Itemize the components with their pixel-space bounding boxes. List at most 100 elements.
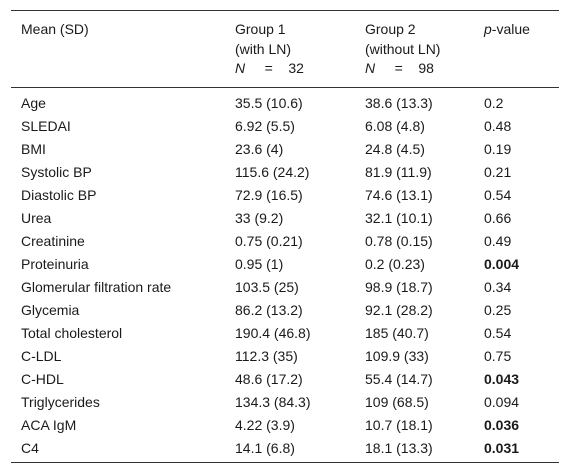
- table-row: C-HDL 48.6 (17.2) 55.4 (14.7) 0.043: [11, 368, 559, 391]
- table-row: C-LDL 112.3 (35) 109.9 (33) 0.75: [11, 345, 559, 368]
- group2-value: 6.08 (4.8): [365, 117, 425, 134]
- row-label: C-HDL: [21, 370, 64, 387]
- group1-value: 115.6 (24.2): [235, 163, 310, 180]
- row-label: C-LDL: [21, 347, 62, 364]
- group1-value: 6.92 (5.5): [235, 117, 295, 134]
- group1-value: 112.3 (35): [235, 347, 298, 364]
- group1-value: 190.4 (46.8): [235, 324, 311, 341]
- group2-value: 10.7 (18.1): [365, 416, 433, 433]
- group1-value: 33 (9.2): [235, 209, 284, 226]
- row-label: Urea: [21, 209, 52, 226]
- group2-value: 109 (68.5): [365, 393, 429, 410]
- group2-value: 185 (40.7): [365, 324, 429, 341]
- group1-value: 0.95 (1): [235, 255, 284, 272]
- pvalue: 0.19: [484, 140, 512, 157]
- data-table-container: Mean (SD) Group 1 (with LN) N = 32 Group…: [11, 10, 559, 463]
- p-symbol: p: [484, 21, 492, 37]
- header-mean-sd-label: Mean (SD): [21, 21, 89, 37]
- n-equals: =: [264, 60, 273, 76]
- group1-value: 48.6 (17.2): [235, 370, 303, 387]
- table-row: SLEDAI 6.92 (5.5) 6.08 (4.8) 0.48: [11, 115, 559, 138]
- group2-value: 0.2 (0.23): [365, 255, 425, 272]
- group2-value: 24.8 (4.5): [365, 140, 425, 157]
- header-pvalue: p-value: [474, 10, 559, 88]
- pvalue: 0.043: [484, 370, 520, 387]
- table-row: Age 35.5 (10.6) 38.6 (13.3) 0.2: [11, 87, 559, 115]
- table-row: Glomerular filtration rate 103.5 (25) 98.9…: [11, 276, 559, 299]
- pvalue: 0.54: [484, 186, 512, 203]
- group1-value: 72.9 (16.5): [235, 186, 303, 203]
- n-symbol: N: [235, 60, 246, 76]
- table-row: ACA IgM 4.22 (3.9) 10.7 (18.1) 0.036: [11, 414, 559, 437]
- header-group2: Group 2 (without LN) N = 98: [355, 10, 474, 88]
- group1-value: 0.75 (0.21): [235, 232, 303, 249]
- group1-value: 86.2 (13.2): [235, 301, 303, 318]
- pvalue: 0.21: [484, 163, 512, 180]
- table-row: Proteinuria 0.95 (1) 0.2 (0.23) 0.004: [11, 253, 559, 276]
- comparison-table: Mean (SD) Group 1 (with LN) N = 32 Group…: [11, 10, 559, 463]
- table-row: Systolic BP 115.6 (24.2) 81.9 (11.9) 0.21: [11, 161, 559, 184]
- row-label: Systolic BP: [21, 163, 92, 180]
- row-label: Total cholesterol: [21, 324, 123, 341]
- n-equals: =: [394, 60, 403, 76]
- header-group1-subtitle: (with LN): [235, 40, 292, 57]
- row-label: Creatinine: [21, 232, 85, 249]
- n-symbol: N: [365, 60, 376, 76]
- group2-value: 109.9 (33): [365, 347, 429, 364]
- table-body: Age 35.5 (10.6) 38.6 (13.3) 0.2 SLEDAI 6.92 (…: [11, 87, 559, 463]
- header-group1: Group 1 (with LN) N = 32: [225, 10, 355, 88]
- table-row: Diastolic BP 72.9 (16.5) 74.6 (13.1) 0.54: [11, 184, 559, 207]
- table-row: Glycemia 86.2 (13.2) 92.1 (28.2) 0.25: [11, 299, 559, 322]
- row-label: C4: [11, 436, 225, 463]
- pvalue: 0.25: [484, 301, 512, 318]
- table-row: Triglycerides 134.3 (84.3) 109 (68.5) 0.094: [11, 391, 559, 414]
- group2-value: 0.78 (0.15): [365, 232, 433, 249]
- group1-value: 35.5 (10.6): [235, 94, 303, 111]
- row-label: Glycemia: [21, 301, 80, 318]
- table-header: Mean (SD) Group 1 (with LN) N = 32 Group…: [11, 10, 559, 88]
- row-label: Diastolic BP: [21, 186, 97, 203]
- header-group1-title: Group 1: [235, 21, 286, 37]
- row-label: Proteinuria: [21, 255, 89, 272]
- n-value: 98: [418, 60, 434, 76]
- header-mean-sd: Mean (SD): [11, 10, 225, 88]
- group1-value: 134.3 (84.3): [235, 393, 311, 410]
- pvalue: 0.66: [484, 209, 512, 226]
- header-group2-subtitle: (without LN): [365, 40, 441, 57]
- group2-value: 81.9 (11.9): [365, 163, 432, 180]
- group2-value: 92.1 (28.2): [365, 301, 433, 318]
- row-label: Age: [21, 94, 46, 111]
- group1-value: 103.5 (25): [235, 278, 299, 295]
- pvalue: 0.75: [484, 347, 512, 364]
- pvalue: 0.48: [484, 117, 512, 134]
- group2-value: 74.6 (13.1): [365, 186, 433, 203]
- header-group1-n: N = 32: [235, 59, 355, 79]
- pvalue: 0.34: [484, 278, 512, 295]
- table-row: Total cholesterol 190.4 (46.8) 185 (40.7) 0…: [11, 322, 559, 345]
- pvalue: 0.031: [474, 436, 559, 463]
- group2-value: 18.1 (13.3): [355, 436, 474, 463]
- n-value: 32: [288, 60, 304, 76]
- group2-value: 55.4 (14.7): [365, 370, 433, 387]
- pvalue: 0.036: [484, 416, 520, 433]
- pvalue-suffix: -value: [491, 21, 530, 37]
- table-row: C4 14.1 (6.8) 18.1 (13.3) 0.031: [11, 436, 559, 463]
- table-row: Urea 33 (9.2) 32.1 (10.1) 0.66: [11, 207, 559, 230]
- pvalue: 0.54: [484, 324, 512, 341]
- header-group2-title: Group 2: [365, 21, 416, 37]
- table-row: Creatinine 0.75 (0.21) 0.78 (0.15) 0.49: [11, 230, 559, 253]
- header-group2-n: N = 98: [365, 59, 474, 79]
- table-row: BMI 23.6 (4) 24.8 (4.5) 0.19: [11, 138, 559, 161]
- group1-value: 4.22 (3.9): [235, 416, 295, 433]
- group2-value: 38.6 (13.3): [365, 94, 433, 111]
- row-label: Triglycerides: [21, 393, 100, 410]
- row-label: Glomerular filtration rate: [21, 278, 172, 295]
- header-row: Mean (SD) Group 1 (with LN) N = 32 Group…: [11, 10, 559, 88]
- group1-value: 23.6 (4): [235, 140, 284, 157]
- pvalue: 0.094: [484, 393, 520, 410]
- pvalue: 0.004: [484, 255, 520, 272]
- group1-value: 14.1 (6.8): [225, 436, 355, 463]
- row-label: SLEDAI: [21, 117, 71, 134]
- pvalue: 0.49: [484, 232, 512, 249]
- group2-value: 32.1 (10.1): [365, 209, 433, 226]
